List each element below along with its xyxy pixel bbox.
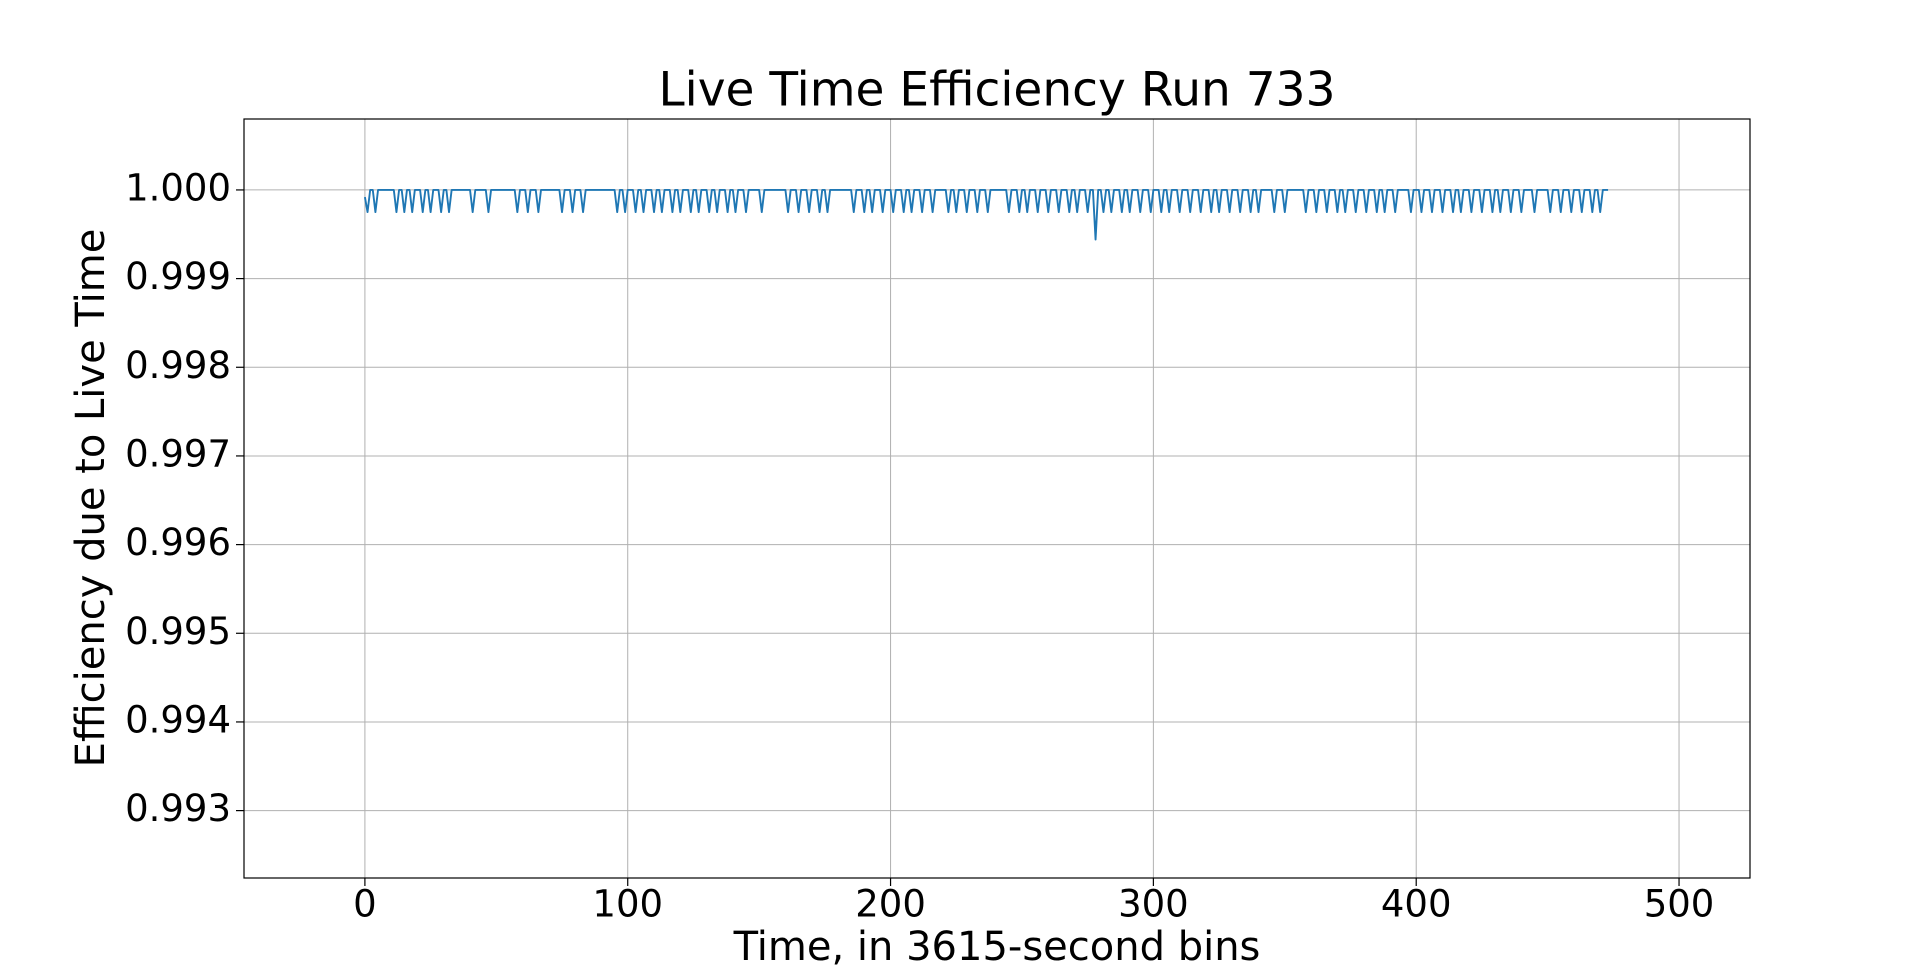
y-tick-label: 0.996 xyxy=(125,521,231,564)
y-axis-label: Efficiency due to Live Time xyxy=(68,229,114,768)
y-tick-label: 1.000 xyxy=(125,166,231,209)
y-tick-label: 0.998 xyxy=(125,344,231,387)
x-tick-label: 300 xyxy=(1118,883,1189,926)
y-tick-label: 0.995 xyxy=(125,610,231,653)
plot-frame xyxy=(243,118,1751,879)
x-tick-label: 0 xyxy=(353,883,377,926)
x-tick-label: 100 xyxy=(592,883,663,926)
x-tick-label: 200 xyxy=(855,883,926,926)
y-tick-label: 0.999 xyxy=(125,255,231,298)
chart-title: Live Time Efficiency Run 733 xyxy=(659,63,1336,118)
data-line xyxy=(363,188,1609,241)
x-axis-label: Time, in 3615-second bins xyxy=(733,924,1261,970)
y-tick-label: 0.997 xyxy=(125,432,231,475)
y-tick-label: 0.994 xyxy=(125,698,231,741)
x-tick-label: 500 xyxy=(1644,883,1715,926)
x-tick-label: 400 xyxy=(1381,883,1452,926)
y-tick-label: 0.993 xyxy=(125,787,231,830)
